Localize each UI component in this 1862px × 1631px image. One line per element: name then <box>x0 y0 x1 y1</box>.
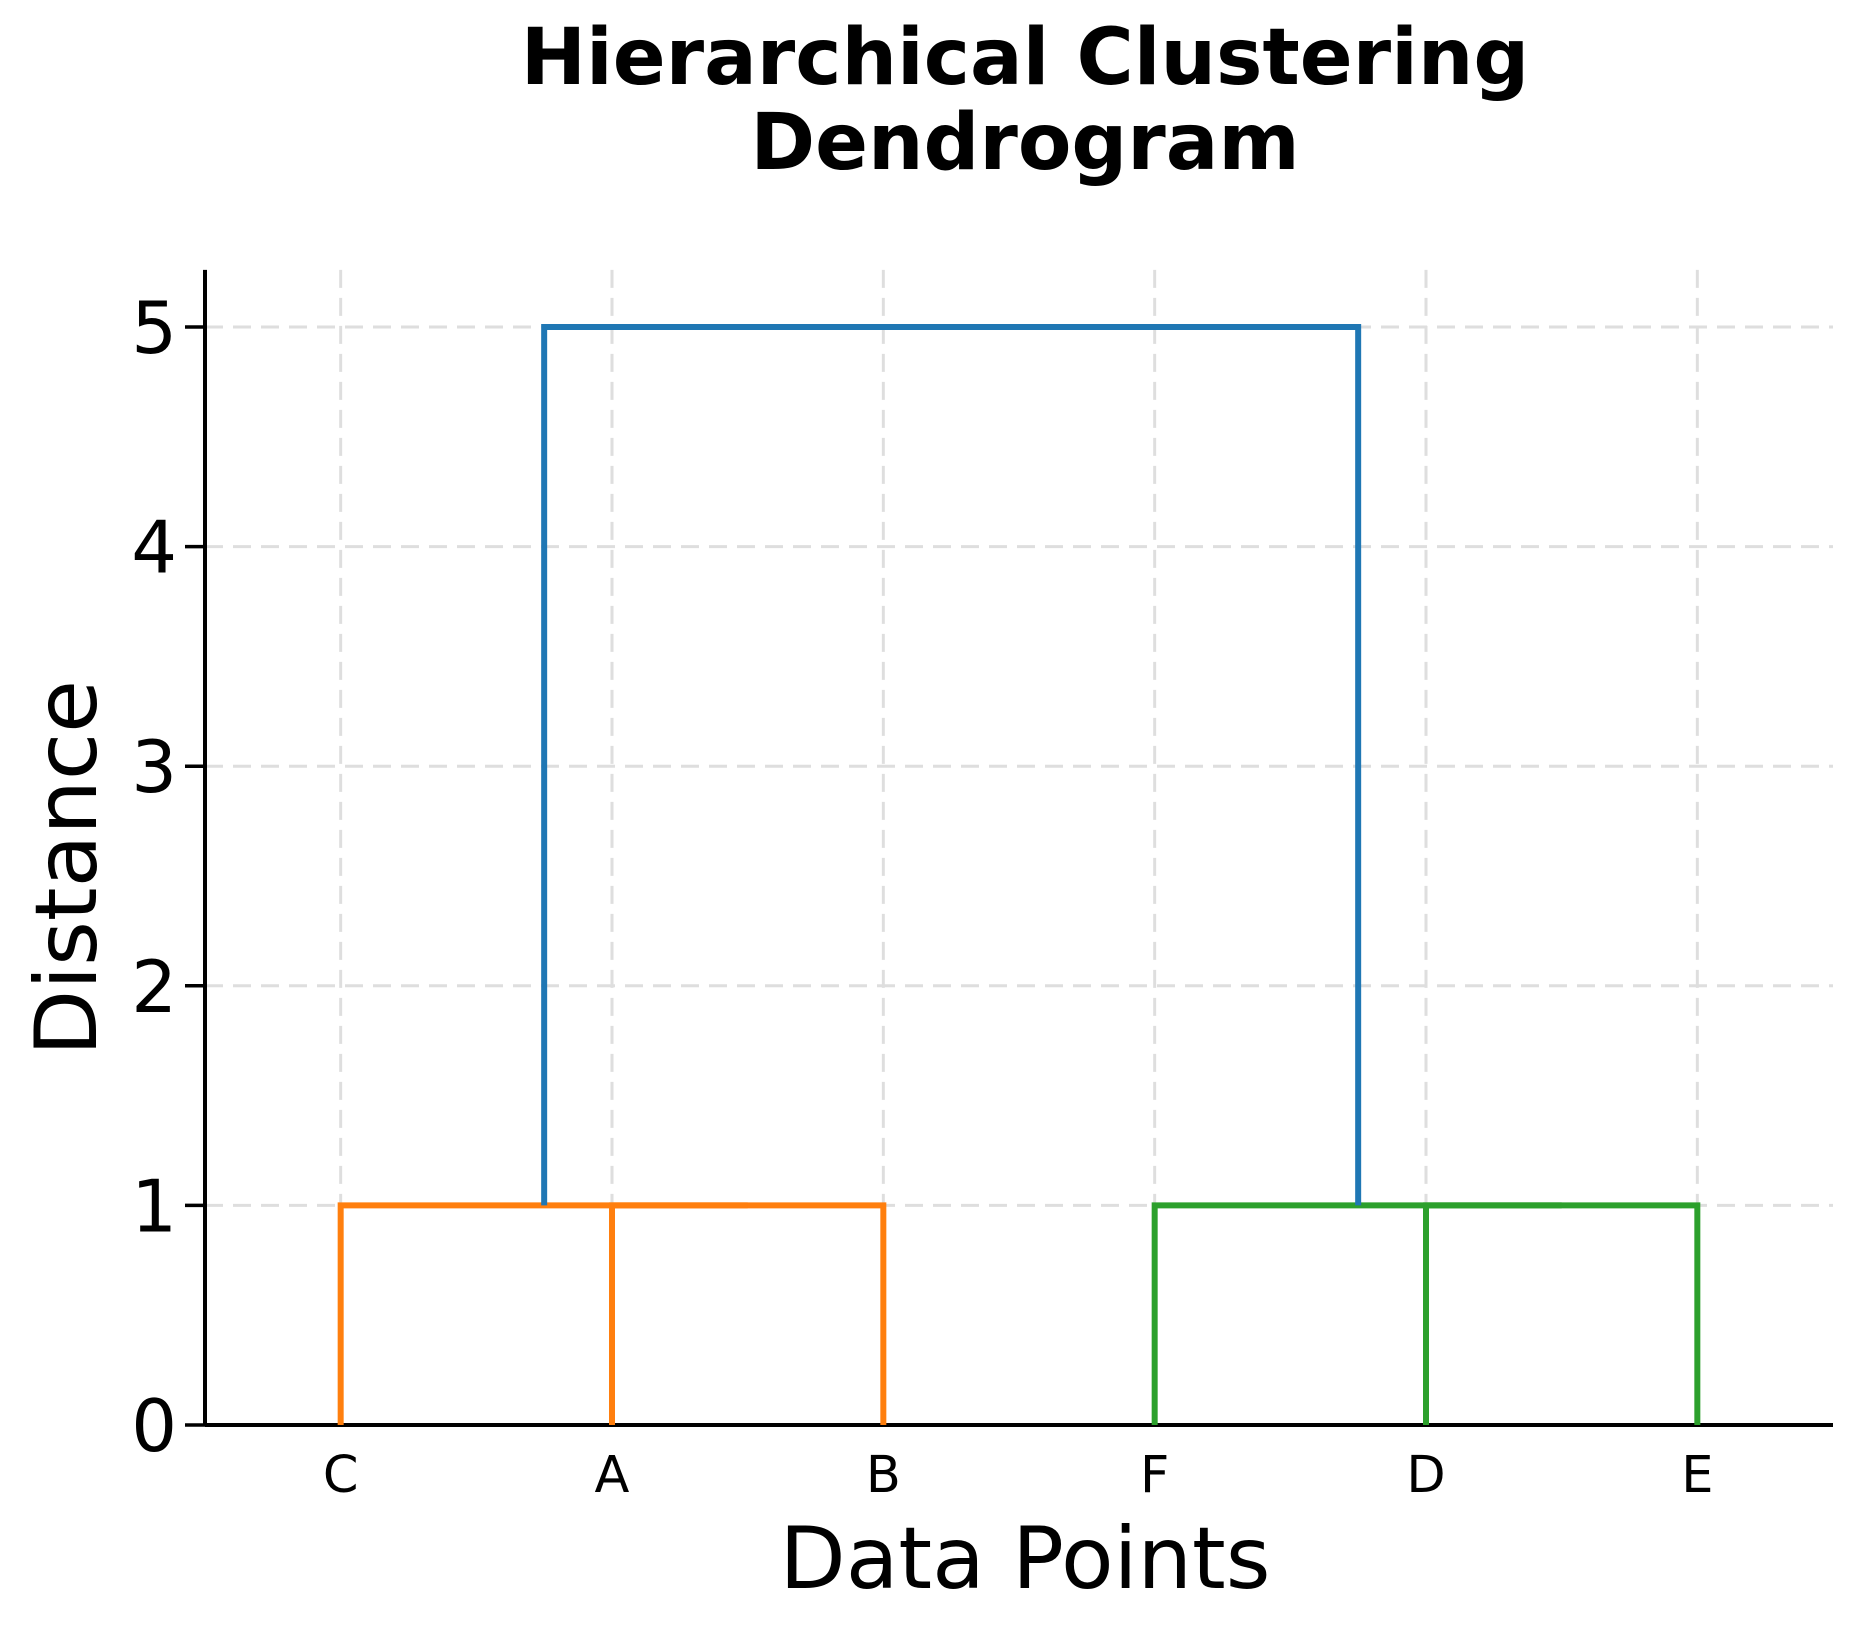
y-tick-label-1: 1 <box>131 1164 177 1248</box>
y-tick-label-3: 3 <box>131 725 177 809</box>
y-axis-label: Distance <box>17 679 117 1057</box>
x-tick-label-C: C <box>323 1446 359 1505</box>
x-tick-label-B: B <box>866 1446 901 1505</box>
chart-title-line-2: Dendrogram <box>750 98 1300 188</box>
y-tick-label-4: 4 <box>131 506 177 590</box>
chart-title: Hierarchical Clustering Dendrogram <box>205 16 1845 186</box>
chart-title-line-1: Hierarchical Clustering <box>520 13 1530 103</box>
x-tick-label-A: A <box>595 1446 630 1505</box>
x-tick-label-E: E <box>1681 1446 1713 1505</box>
y-tick-label-0: 0 <box>131 1384 177 1468</box>
y-tick-label-2: 2 <box>131 945 177 1029</box>
dendrogram-link-0 <box>609 1202 887 1425</box>
dendrogram-link-2 <box>1423 1202 1701 1425</box>
x-tick-label-F: F <box>1140 1446 1169 1505</box>
dendrogram-link-4 <box>541 324 1362 1206</box>
x-tick-label-D: D <box>1406 1446 1445 1505</box>
x-axis-label: Data Points <box>779 1509 1271 1609</box>
dendrogram-link-3 <box>1151 1202 1562 1425</box>
dendrogram-link-1 <box>337 1202 748 1425</box>
y-tick-label-5: 5 <box>131 286 177 370</box>
